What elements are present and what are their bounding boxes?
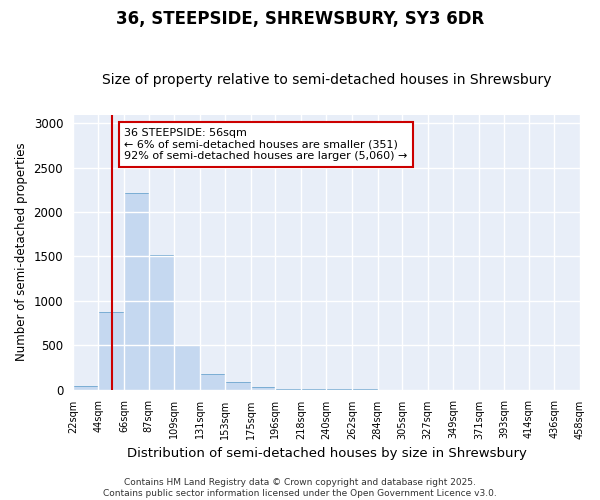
- Y-axis label: Number of semi-detached properties: Number of semi-detached properties: [15, 143, 28, 362]
- Bar: [124, 192, 149, 390]
- Bar: [174, 345, 200, 390]
- Bar: [275, 388, 301, 390]
- Bar: [225, 382, 251, 390]
- Bar: [73, 386, 98, 390]
- Title: Size of property relative to semi-detached houses in Shrewsbury: Size of property relative to semi-detach…: [102, 73, 551, 87]
- Text: Contains HM Land Registry data © Crown copyright and database right 2025.
Contai: Contains HM Land Registry data © Crown c…: [103, 478, 497, 498]
- Text: 36, STEEPSIDE, SHREWSBURY, SY3 6DR: 36, STEEPSIDE, SHREWSBURY, SY3 6DR: [116, 10, 484, 28]
- Text: 36 STEEPSIDE: 56sqm
← 6% of semi-detached houses are smaller (351)
92% of semi-d: 36 STEEPSIDE: 56sqm ← 6% of semi-detache…: [124, 128, 407, 161]
- Bar: [251, 387, 275, 390]
- Bar: [200, 374, 225, 390]
- Bar: [98, 312, 124, 390]
- X-axis label: Distribution of semi-detached houses by size in Shrewsbury: Distribution of semi-detached houses by …: [127, 447, 526, 460]
- Bar: [149, 254, 174, 390]
